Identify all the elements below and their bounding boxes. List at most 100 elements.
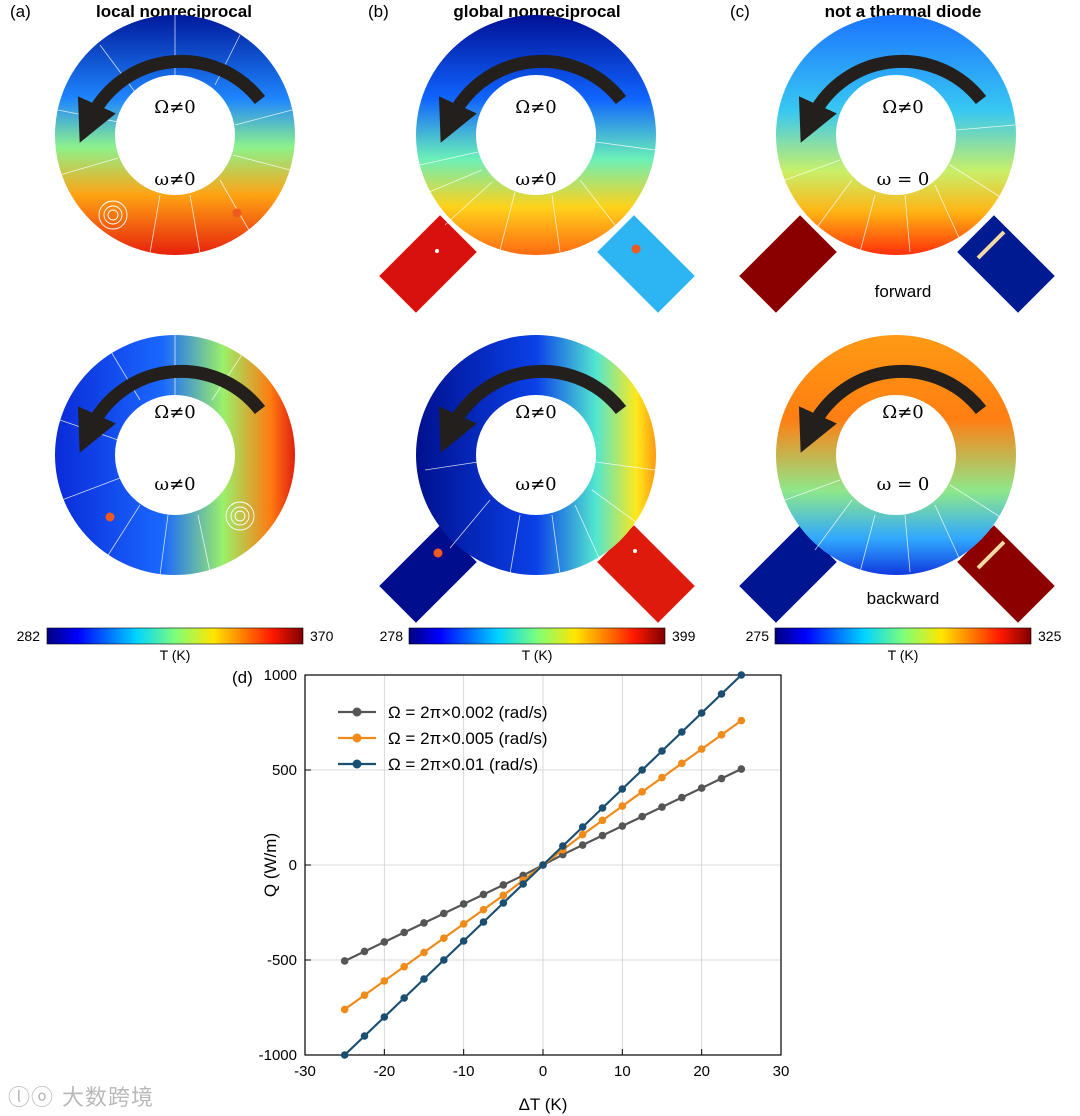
ring-b-top [379, 15, 695, 313]
data-point-s1 [658, 803, 666, 811]
ring-a-bottom [55, 335, 295, 576]
data-point-s2 [658, 773, 666, 782]
panel-b-label: (b) [368, 2, 389, 21]
colorbar-c-max: 325 [1038, 628, 1062, 644]
colorbar-b-label: T (K) [522, 647, 553, 663]
colorbar-c-label: T (K) [888, 647, 919, 663]
data-point-s2 [499, 891, 508, 900]
data-point-s2 [697, 745, 706, 753]
data-point-s3 [400, 994, 408, 1002]
data-point-s3 [578, 823, 587, 831]
x-tick-label: 10 [614, 1063, 631, 1080]
x-tick-label: 0 [539, 1063, 547, 1080]
data-point-s3 [678, 728, 686, 736]
data-point-s2 [440, 934, 448, 942]
legend-label-2: Ω = 2π×0.005 (rad/s) [388, 729, 548, 748]
x-tick-label: -20 [373, 1063, 395, 1080]
ring-a-top [55, 15, 295, 255]
data-point-s2 [420, 948, 428, 957]
a-top-omega: ω≠0 [154, 169, 195, 190]
data-point-s1 [400, 928, 408, 937]
a-top-Omega: Ω≠0 [154, 97, 195, 118]
data-point-s1 [380, 938, 389, 946]
colorbar-b [408, 627, 666, 645]
data-point-s3 [638, 766, 646, 774]
panel-d-label: (d) [232, 668, 253, 687]
x-tick-label: -30 [294, 1063, 316, 1080]
data-point-s1 [479, 890, 488, 899]
data-point-s1 [717, 774, 726, 783]
panel-c-label: (c) [730, 2, 750, 21]
b-top-omega: ω≠0 [515, 169, 556, 190]
data-point-s1 [440, 909, 448, 918]
c-bottom-Omega: Ω≠0 [882, 402, 923, 423]
data-point-s2 [380, 977, 389, 985]
watermark-logo: ⓛⓞ 大数跨境 [8, 1086, 154, 1111]
legend-marker-2 [352, 733, 362, 743]
data-point-s3 [559, 842, 567, 850]
data-point-s1 [578, 841, 587, 849]
x-tick-label: 30 [773, 1063, 790, 1080]
data-point-s1 [598, 831, 607, 840]
panel-c-title: not a thermal diode [825, 2, 982, 21]
data-point-s3 [499, 899, 508, 907]
c-top-Omega: Ω≠0 [882, 97, 923, 118]
data-point-s2 [400, 962, 408, 971]
colorbar-a-max: 370 [310, 628, 334, 644]
data-point-s3 [737, 671, 746, 679]
data-point-s2 [737, 716, 746, 725]
data-point-s3 [717, 690, 726, 698]
y-tick-label: 0 [289, 857, 297, 874]
legend-marker-1 [352, 707, 362, 717]
data-point-s2 [638, 788, 646, 796]
data-point-s2 [459, 920, 468, 928]
legend-marker-3 [352, 759, 362, 769]
x-tick-label: 20 [693, 1063, 710, 1080]
panel-a-label: (a) [10, 2, 31, 21]
colorbar-b-min: 278 [380, 628, 404, 644]
data-point-s2 [479, 905, 488, 914]
data-point-s3 [598, 804, 607, 812]
data-point-s3 [380, 1013, 389, 1021]
legend-label-1: Ω = 2π×0.002 (rad/s) [388, 703, 548, 722]
data-point-s2 [340, 1005, 349, 1014]
line-chart: -30 -20 -10 0 10 20 30 -1000 -500 0 500 1000 ΔT (K) Q… [259, 667, 790, 1114]
x-axis-label: ΔT (K) [519, 1095, 568, 1114]
data-point-s1 [340, 957, 349, 965]
colorbar-a [46, 627, 304, 645]
data-point-s1 [678, 793, 686, 802]
data-point-s2 [578, 830, 587, 839]
data-point-s3 [479, 918, 488, 926]
c-backward-caption: backward [867, 589, 940, 608]
data-point-s1 [420, 919, 428, 927]
c-forward-caption: forward [875, 282, 932, 301]
legend-label-3: Ω = 2π×0.01 (rad/s) [388, 755, 538, 774]
data-point-s1 [499, 881, 508, 889]
ring-c-top [739, 15, 1055, 313]
data-point-s3 [440, 956, 448, 964]
a-bottom-omega: ω≠0 [154, 474, 195, 495]
y-tick-label: -1000 [259, 1047, 297, 1064]
panel-b-title: global nonreciprocal [453, 2, 620, 21]
data-point-s1 [697, 784, 706, 792]
y-axis-label: Q (W/m) [261, 833, 280, 897]
x-tick-label: -10 [453, 1063, 475, 1080]
data-point-s1 [638, 812, 646, 821]
data-point-s3 [539, 861, 547, 869]
colorbar-c [774, 627, 1032, 645]
data-point-s1 [360, 947, 369, 956]
b-top-Omega: Ω≠0 [515, 97, 556, 118]
c-bottom-omega: ω = 0 [877, 474, 930, 495]
data-point-s2 [618, 802, 627, 810]
data-point-s3 [420, 975, 428, 983]
a-bottom-Omega: Ω≠0 [154, 402, 195, 423]
colorbar-a-min: 282 [17, 628, 41, 644]
data-point-s2 [678, 759, 686, 768]
y-tick-label: -500 [267, 952, 297, 969]
colorbar-b-max: 399 [672, 628, 696, 644]
data-point-s1 [618, 822, 627, 830]
data-point-s2 [717, 731, 726, 739]
data-point-s3 [618, 785, 627, 793]
data-point-s1 [459, 900, 468, 908]
